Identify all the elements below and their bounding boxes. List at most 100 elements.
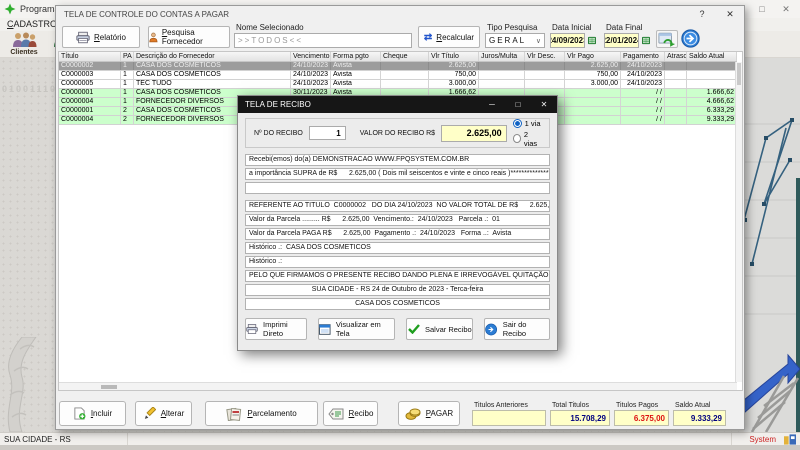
cell-titulo: C0000002 — [59, 62, 121, 70]
calendar-icon[interactable] — [642, 34, 650, 47]
cell-vlr-pago — [565, 98, 621, 106]
maximize-icon[interactable]: □ — [515, 100, 521, 109]
cidade-data-field: SUA CIDADE - RS 24 de Outubro de 2023 - … — [245, 284, 550, 296]
app-close-button[interactable]: ✕ — [782, 4, 790, 14]
header-titulo: Título — [59, 52, 121, 61]
help-button[interactable]: ? — [699, 9, 705, 19]
cell-pa: 2 — [121, 116, 134, 124]
saldo-atual-label: Saldo Atual — [675, 402, 711, 409]
radio-1-via[interactable]: 1 via — [512, 118, 541, 128]
toolbar-item-clientes[interactable]: Clientes — [3, 32, 45, 56]
data-final-label: Data Final — [606, 23, 643, 32]
tipo-pesquisa-select[interactable]: GERAL ∨ — [485, 33, 545, 48]
parcelamento-button[interactable]: Parcelamento — [205, 401, 318, 426]
grid-header-row: Título PA Descrição do Fornecedor Vencim… — [59, 52, 737, 62]
historico2-field[interactable]: Histórico .: — [245, 256, 550, 268]
cell-atraso — [665, 98, 687, 106]
cell-forma-pgto: Avista — [331, 62, 381, 70]
radio-2-vias[interactable]: 2 vias — [512, 130, 541, 148]
imprimir-direto-button[interactable]: Imprimi Direto — [245, 318, 308, 340]
importancia-field[interactable]: a importância SUPRA de R$ 2.625,00 ( Doi… — [245, 168, 550, 180]
pesquisa-fornecedor-button[interactable]: Pesquisa Fornecedor — [148, 26, 230, 48]
radio-unselected-icon — [512, 134, 521, 143]
cell-vlr-pago: 3.000,00 — [565, 80, 621, 88]
historico1-field[interactable]: Histórico .: CASA DOS COSMETICOS — [245, 242, 550, 254]
cell-fornecedor: CASA DOS COSMETICOS — [134, 71, 291, 79]
modal-titlebar[interactable]: TELA DE RECIBO ─ □ ✕ — [238, 96, 557, 113]
cell-saldo-atual — [687, 80, 737, 88]
scrollbar-thumb[interactable] — [737, 63, 741, 85]
go-button[interactable] — [680, 28, 700, 48]
data-inicial-input[interactable]: 24/09/2023 — [550, 33, 586, 48]
data-final-input[interactable]: 22/01/2024 — [604, 33, 640, 48]
visualizar-tela-button[interactable]: Visualizar em Tela — [318, 318, 396, 340]
cell-titulo: C0000003 — [59, 71, 121, 79]
visualizar-label: Visualizar em Tela — [335, 320, 381, 338]
coins-icon — [405, 408, 421, 420]
salvar-label: Salvar Recibo — [425, 324, 472, 334]
cell-vlr-pago: 750,00 — [565, 71, 621, 79]
alterar-button[interactable]: Alterar — [135, 401, 192, 426]
header-vlr-desc: Vlr Desc. — [525, 52, 565, 61]
app-restore-button[interactable]: □ — [759, 4, 765, 14]
pagar-button[interactable]: PAGAR — [398, 401, 460, 426]
valor-recibo-label: VALOR DO RECIBO R$ — [359, 129, 436, 137]
titulos-pagos-label: Titulos Pagos — [616, 402, 659, 409]
pagar-label: PAGAR — [425, 409, 454, 418]
statusbar-spacer — [128, 433, 732, 445]
wallpaper-chart-graphic — [744, 58, 800, 432]
statusbar-icon — [780, 433, 800, 445]
cell-juros-multa — [479, 89, 525, 97]
header-cheque: Cheque — [381, 52, 429, 61]
sair-recibo-button[interactable]: Sair do Recibo — [484, 318, 551, 340]
relatorio-label: Relatório — [93, 32, 127, 42]
window-titlebar[interactable]: TELA DE CONTROLE DO CONTAS A PAGAR ? ✕ — [56, 6, 744, 23]
cell-cheque — [381, 80, 429, 88]
horizontal-scrollbar[interactable] — [59, 382, 737, 390]
salvar-recibo-button[interactable]: Salvar Recibo — [406, 318, 474, 340]
cell-vlr-titulo: 1.666,62 — [429, 89, 479, 97]
cell-forma-pgto: Avista — [331, 71, 381, 79]
table-row[interactable]: C0000003 1 CASA DOS COSMETICOS 24/10/2023 Av… — [59, 71, 737, 80]
cell-titulo: C0000004 — [59, 98, 121, 106]
table-row[interactable]: C0000005 1 TEC TUDO 24/10/2023 Avista 3.000,0… — [59, 80, 737, 89]
menu-cadastros[interactable]: CADASTROS — [7, 19, 64, 29]
scrollbar-thumb[interactable] — [101, 385, 117, 389]
close-button[interactable]: ✕ — [726, 9, 734, 19]
blue-arrow-graphic — [744, 353, 800, 414]
cell-atraso — [665, 71, 687, 79]
recebemos-field[interactable]: Recebi(emos) do(a) DEMONSTRACAO WWW.FPQS… — [245, 154, 550, 166]
refresh-button[interactable] — [656, 30, 678, 48]
total-titulos-label: Total Titulos — [552, 402, 589, 409]
table-row[interactable]: C0000002 1 CASA DOS COSMETICOS 24/10/2023 Av… — [59, 62, 737, 71]
vertical-scrollbar[interactable] — [735, 62, 742, 382]
relatorio-button[interactable]: Relatório — [62, 26, 140, 48]
cell-vlr-pago — [565, 89, 621, 97]
calendar-icon[interactable] — [588, 34, 596, 47]
window-title: TELA DE CONTROLE DO CONTAS A PAGAR — [64, 10, 230, 19]
numero-recibo-label: Nº DO RECIBO — [254, 129, 303, 137]
sair-label: Sair do Recibo — [502, 320, 527, 338]
recibo-button[interactable]: Recibo — [323, 401, 378, 426]
recibo-label: Recibo — [348, 409, 374, 418]
incluir-button[interactable]: Incluir — [59, 401, 126, 426]
minimize-icon[interactable]: ─ — [489, 100, 495, 109]
valor-recibo-input[interactable]: 2.625,00 — [441, 124, 507, 142]
cell-pa: 1 — [121, 71, 134, 79]
arrow-right-circle-icon — [680, 28, 700, 48]
cell-vencimento: 24/10/2023 — [291, 71, 331, 79]
close-icon[interactable]: ✕ — [540, 100, 548, 109]
referente-field: REFERENTE AO TITULO C0000002 DO DIA 24/1… — [245, 200, 550, 212]
incluir-label: Incluir — [90, 409, 113, 418]
cell-atraso — [665, 80, 687, 88]
header-vlr-titulo: Vlr Título — [429, 52, 479, 61]
nome-selecionado-input[interactable]: >>TODOS<< — [234, 33, 412, 48]
cell-vlr-desc — [525, 80, 565, 88]
header-saldo-atual: Saldo Atual — [687, 52, 737, 61]
titulos-anteriores-value — [472, 410, 546, 426]
recalcular-button[interactable]: ⇄ Recalcular — [418, 26, 480, 48]
numero-recibo-input[interactable]: 1 — [308, 126, 346, 140]
cell-pa: 1 — [121, 80, 134, 88]
cell-saldo-atual: 6.333,29 — [687, 107, 737, 115]
blank-field[interactable] — [245, 182, 550, 194]
